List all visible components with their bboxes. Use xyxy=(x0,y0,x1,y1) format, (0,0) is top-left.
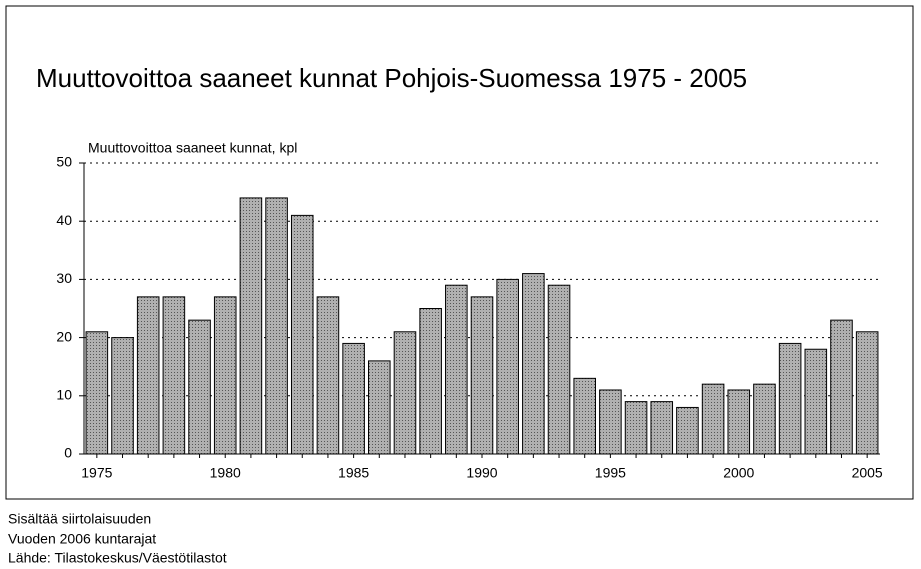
bar xyxy=(419,308,442,455)
bar xyxy=(573,377,596,455)
y-axis-label: Muuttovoittoa saaneet kunnat, kpl xyxy=(88,140,297,156)
x-tick-label: 1990 xyxy=(466,465,497,481)
bar xyxy=(111,337,134,455)
y-tick-label: 20 xyxy=(56,328,72,344)
x-tick-label: 1975 xyxy=(81,465,112,481)
note: Sisältää siirtolaisuuden xyxy=(8,511,151,527)
bar xyxy=(368,360,391,455)
bar xyxy=(855,331,879,455)
bar xyxy=(213,296,237,455)
frame xyxy=(5,5,914,500)
x-tick-label: 2000 xyxy=(723,465,754,481)
bar xyxy=(290,214,314,455)
bar xyxy=(727,389,751,455)
x-tick-label: 1980 xyxy=(210,465,241,481)
note: Vuoden 2006 kuntarajat xyxy=(8,531,156,547)
bar xyxy=(342,342,365,455)
bar xyxy=(804,348,828,455)
bar xyxy=(676,406,699,455)
bar xyxy=(753,383,776,455)
bar xyxy=(599,389,622,455)
bar xyxy=(393,331,417,455)
bar xyxy=(547,284,571,455)
bar xyxy=(470,296,494,455)
bar xyxy=(496,278,519,455)
chart-title: Muuttovoittoa saaneet kunnat Pohjois-Suo… xyxy=(36,63,747,93)
bar xyxy=(265,197,288,455)
bar xyxy=(830,319,853,455)
bar xyxy=(162,296,186,455)
bar xyxy=(522,273,545,455)
bar xyxy=(650,401,674,455)
y-tick-label: 50 xyxy=(56,154,72,170)
bar xyxy=(85,331,109,455)
bar xyxy=(239,197,263,455)
bar xyxy=(624,401,648,455)
x-tick-label: 1995 xyxy=(595,465,626,481)
note: Lähde: Tilastokeskus/Väestötilastot xyxy=(8,550,227,566)
y-tick-label: 40 xyxy=(56,212,72,228)
x-tick-label: 1985 xyxy=(338,465,369,481)
bar xyxy=(188,319,211,455)
x-tick-label: 2005 xyxy=(852,465,883,481)
y-tick-label: 30 xyxy=(56,270,72,286)
y-tick-label: 0 xyxy=(64,445,72,461)
bar xyxy=(136,296,160,455)
y-tick-label: 10 xyxy=(56,387,72,403)
bar xyxy=(778,342,802,455)
bar xyxy=(701,383,725,455)
bar xyxy=(316,296,340,455)
bar xyxy=(445,284,468,455)
